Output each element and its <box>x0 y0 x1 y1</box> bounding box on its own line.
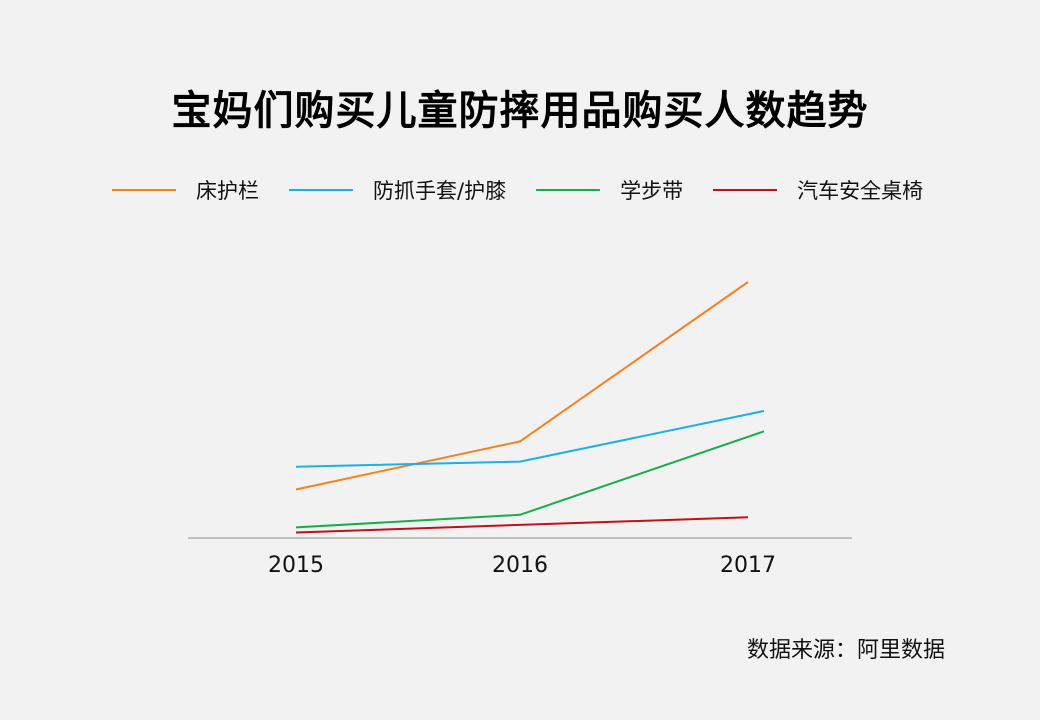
legend-swatch-2 <box>536 189 601 191</box>
legend: 床护栏 防抓手套/护膝 学步带 汽车安全桌椅 <box>112 172 953 208</box>
legend-item-2: 学步带 <box>536 175 683 205</box>
legend-label-2: 学步带 <box>620 179 684 203</box>
legend-item-0: 床护栏 <box>112 175 259 205</box>
x-tick-label-2015: 2015 <box>268 553 324 578</box>
legend-label-3: 汽车安全桌椅 <box>797 179 924 203</box>
legend-swatch-1 <box>289 189 353 191</box>
legend-item-3: 汽车安全桌椅 <box>713 175 923 205</box>
legend-swatch-0 <box>112 189 176 191</box>
legend-label-0: 床护栏 <box>196 179 259 203</box>
legend-item-1: 防抓手套/护膝 <box>289 175 506 205</box>
data-source: 数据来源：阿里数据 <box>746 638 945 663</box>
series-line-1 <box>295 410 765 468</box>
x-tick-label-2017: 2017 <box>720 553 776 578</box>
series-line-2 <box>295 430 765 529</box>
series-line-3 <box>295 516 749 534</box>
legend-label-1: 防抓手套/护膝 <box>373 179 507 203</box>
series-line-0 <box>295 281 749 491</box>
x-tick-label-2016: 2016 <box>492 553 548 578</box>
legend-swatch-3 <box>713 189 778 191</box>
chart-title: 宝妈们购买儿童防摔用品购买人数趋势 <box>171 88 869 134</box>
